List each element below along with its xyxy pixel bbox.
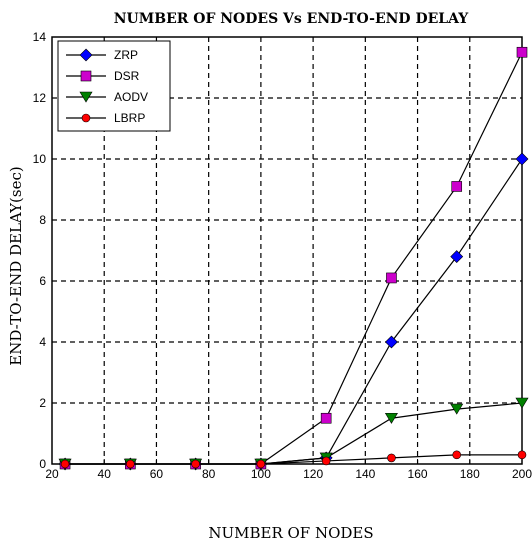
y-tick-label: 14 [33,30,47,44]
legend-label-lbrp: LBRP [114,111,145,125]
data-point-dsr [321,413,331,423]
chart-title: NUMBER OF NODES Vs END-TO-END DELAY [114,11,470,27]
x-tick-label: 20 [45,467,59,481]
x-tick-label: 120 [303,467,323,481]
data-point-zrp [385,336,397,348]
legend-label-aodv: AODV [114,90,148,104]
data-point-zrp [516,153,528,165]
legend: ZRP DSR AODV LBRP [58,41,170,131]
x-axis-label: NUMBER OF NODES [208,524,373,542]
y-tick-label: 0 [39,457,46,471]
x-tick-label: 140 [355,467,375,481]
x-tick-label: 200 [512,467,532,481]
y-tick-label: 8 [39,213,46,227]
data-point-lbrp [387,454,395,462]
data-point-lbrp [257,460,265,468]
x-tick-label: 40 [98,467,112,481]
data-point-dsr [386,273,396,283]
legend-marker-dsr [81,71,91,81]
y-tick-label: 10 [33,152,47,166]
legend-marker-lbrp [82,114,90,122]
data-point-dsr [452,181,462,191]
y-tick-label: 4 [39,335,46,349]
y-tick-label: 12 [33,91,47,105]
y-tick-label: 6 [39,274,46,288]
data-point-zrp [451,251,463,263]
data-point-lbrp [126,460,134,468]
x-tick-label: 180 [460,467,480,481]
x-tick-label: 80 [202,467,216,481]
y-axis-label: END-TO-END DELAY(sec) [7,166,25,365]
legend-label-zrp: ZRP [114,48,138,62]
series-line-zrp [65,159,522,464]
x-tick-label: 160 [408,467,428,481]
y-tick-label: 2 [39,396,46,410]
data-point-lbrp [322,457,330,465]
data-point-lbrp [518,451,526,459]
data-point-lbrp [61,460,69,468]
legend-label-dsr: DSR [114,69,140,83]
x-tick-label: 60 [150,467,164,481]
data-point-lbrp [453,451,461,459]
data-point-dsr [517,47,527,57]
data-point-lbrp [192,460,200,468]
